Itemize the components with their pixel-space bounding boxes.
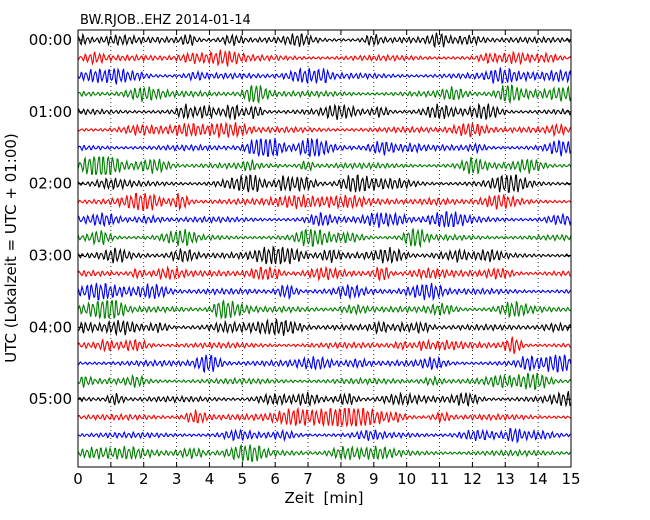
x-tick-label: 11 [430, 470, 449, 488]
x-tick-label: 1 [106, 470, 116, 488]
x-axis-ticks: 0 1 2 3 4 5 6 7 8 9 10 11 12 13 14 15 [73, 30, 581, 488]
x-tick-label: 0 [73, 470, 83, 488]
x-tick-label: 10 [397, 470, 416, 488]
x-tick-label: 3 [172, 470, 182, 488]
trace-line [77, 443, 572, 462]
trace-line [77, 174, 572, 193]
trace-line [77, 155, 572, 176]
trace-line [77, 137, 572, 158]
plot-frame [77, 29, 572, 468]
x-tick-label: 7 [303, 470, 313, 488]
chart-title: BW.RJOB..EHZ 2014-01-14 [80, 13, 251, 28]
trace-line [77, 32, 572, 49]
trace-line [77, 227, 572, 249]
x-tick-label: 14 [529, 470, 548, 488]
y-axis-label: UTC (Lokalzeit = UTC + 01:00) [2, 133, 20, 363]
trace-line [77, 354, 572, 373]
trace-line [77, 245, 572, 265]
trace-line [77, 406, 571, 428]
trace-line [77, 299, 572, 320]
x-axis-label: Zeit [min] [284, 489, 363, 507]
x-tick-label: 9 [369, 470, 379, 488]
trace-line [77, 192, 572, 212]
x-tick-label: 2 [139, 470, 149, 488]
trace-line [77, 282, 572, 302]
x-tick-label: 12 [463, 470, 482, 488]
y-axis-ticks: 00:00 01:00 02:00 03:00 04:00 05:00 [29, 31, 571, 408]
x-tick-label: 6 [270, 470, 280, 488]
seismogram-traces [77, 32, 572, 462]
x-tick-label: 13 [496, 470, 515, 488]
trace-line [77, 121, 572, 139]
y-tick-label: 01:00 [29, 103, 72, 121]
trace-line [77, 265, 571, 282]
trace-line [77, 66, 572, 85]
x-tick-label: 8 [336, 470, 346, 488]
trace-line [77, 336, 572, 354]
y-tick-label: 02:00 [29, 175, 72, 193]
y-tick-label: 04:00 [29, 318, 72, 336]
trace-line [77, 84, 572, 105]
x-tick-label: 4 [205, 470, 215, 488]
trace-line [77, 427, 572, 444]
trace-line [77, 318, 572, 337]
trace-line [77, 102, 572, 121]
y-tick-label: 03:00 [29, 247, 72, 265]
y-tick-label: 00:00 [29, 31, 72, 49]
trace-line [77, 211, 572, 228]
x-tick-label: 15 [561, 470, 580, 488]
trace-line [77, 391, 572, 408]
y-tick-label: 05:00 [29, 390, 72, 408]
trace-line [77, 372, 572, 391]
x-tick-label: 5 [238, 470, 248, 488]
trace-line [77, 49, 572, 67]
